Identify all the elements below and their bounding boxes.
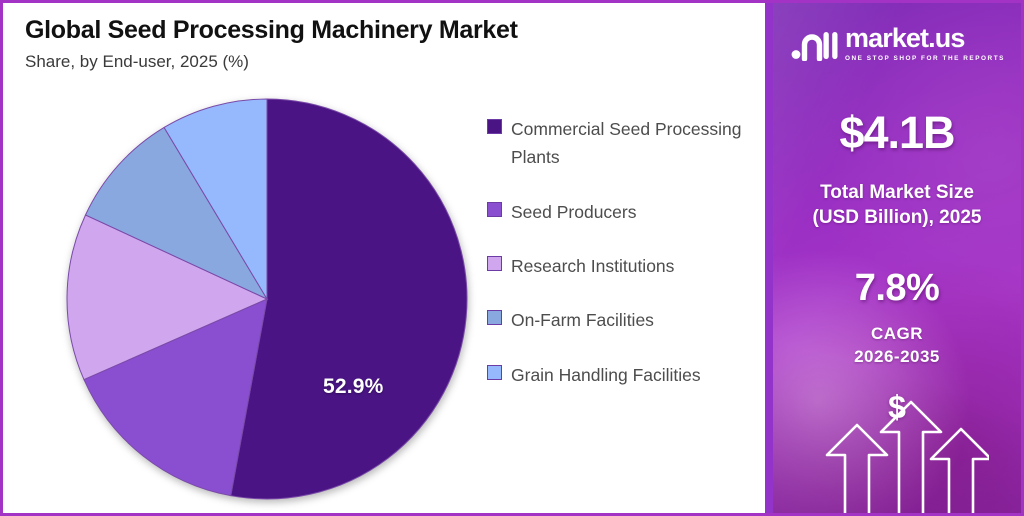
legend-item[interactable]: Research Institutions bbox=[487, 252, 755, 280]
brand-logo: market.us ONE STOP SHOP FOR THE REPORTS bbox=[773, 25, 1021, 62]
logo-tagline: ONE STOP SHOP FOR THE REPORTS bbox=[844, 55, 1005, 62]
panel-divider bbox=[765, 3, 773, 513]
legend-item-label: Grain Handling Facilities bbox=[511, 364, 701, 385]
pie-slice[interactable] bbox=[163, 98, 268, 301]
cagr-value: 7.8% bbox=[854, 267, 940, 309]
pie-slice-value-label: 52.9% bbox=[323, 375, 384, 398]
legend-item[interactable]: Grain Handling Facilities bbox=[487, 361, 755, 389]
chart-legend: Commercial Seed Processing Plants Seed Pr… bbox=[487, 115, 755, 415]
legend-item[interactable]: Seed Producers bbox=[487, 198, 755, 226]
legend-item-label: Commercial Seed Processing Plants bbox=[511, 119, 742, 168]
pie-slice[interactable] bbox=[230, 98, 468, 500]
title-block: Global Seed Processing Machinery Market … bbox=[25, 16, 725, 72]
legend-swatch bbox=[487, 310, 502, 326]
stat-panel: market.us ONE STOP SHOP FOR THE REPORTS … bbox=[773, 3, 1021, 513]
pie-chart: 52.9% bbox=[65, 97, 469, 501]
stat-panel-content: market.us ONE STOP SHOP FOR THE REPORTS … bbox=[773, 3, 1021, 513]
pie-slice[interactable] bbox=[66, 214, 269, 381]
market-us-logo-icon bbox=[791, 31, 838, 61]
logo-wordmark: market.us bbox=[844, 23, 965, 53]
dollar-sign-icon: $ bbox=[888, 389, 906, 425]
chart-subtitle: Share, by End-user, 2025 (%) bbox=[25, 51, 249, 71]
legend-item-label: On-Farm Facilities bbox=[511, 310, 654, 331]
cagr-label-line1: CAGR bbox=[870, 324, 924, 343]
cagr-label: CAGR 2026-2035 bbox=[773, 323, 1021, 369]
market-size-value: $4.1B bbox=[839, 107, 955, 158]
cagr-label-line2: 2026-2035 bbox=[854, 346, 940, 366]
stat-panel-background bbox=[773, 3, 1021, 513]
logo-text-block: market.us ONE STOP SHOP FOR THE REPORTS bbox=[844, 23, 1005, 63]
pie-slice[interactable] bbox=[84, 126, 269, 301]
pie-chart-svg bbox=[66, 98, 468, 500]
market-size-label-line2: (USD Billion), 2025 bbox=[812, 206, 982, 228]
legend-item[interactable]: Commercial Seed Processing Plants bbox=[487, 115, 755, 172]
legend-swatch bbox=[487, 256, 502, 272]
legend-swatch bbox=[487, 119, 502, 134]
legend-swatch bbox=[487, 364, 502, 380]
legend-swatch bbox=[487, 201, 502, 217]
market-size-label-line1: Total Market Size bbox=[820, 182, 974, 203]
pie-slices bbox=[66, 98, 468, 500]
growth-arrows-icon bbox=[825, 400, 989, 513]
page-title: Global Seed Processing Machinery Market bbox=[25, 16, 518, 44]
market-size-label: Total Market Size (USD Billion), 2025 bbox=[773, 181, 1021, 230]
legend-item-label: Research Institutions bbox=[511, 256, 675, 277]
legend-item[interactable]: On-Farm Facilities bbox=[487, 306, 755, 334]
legend-item-label: Seed Producers bbox=[511, 201, 637, 222]
chart-panel: Global Seed Processing Machinery Market … bbox=[3, 3, 765, 513]
pie-slice[interactable] bbox=[83, 298, 268, 497]
